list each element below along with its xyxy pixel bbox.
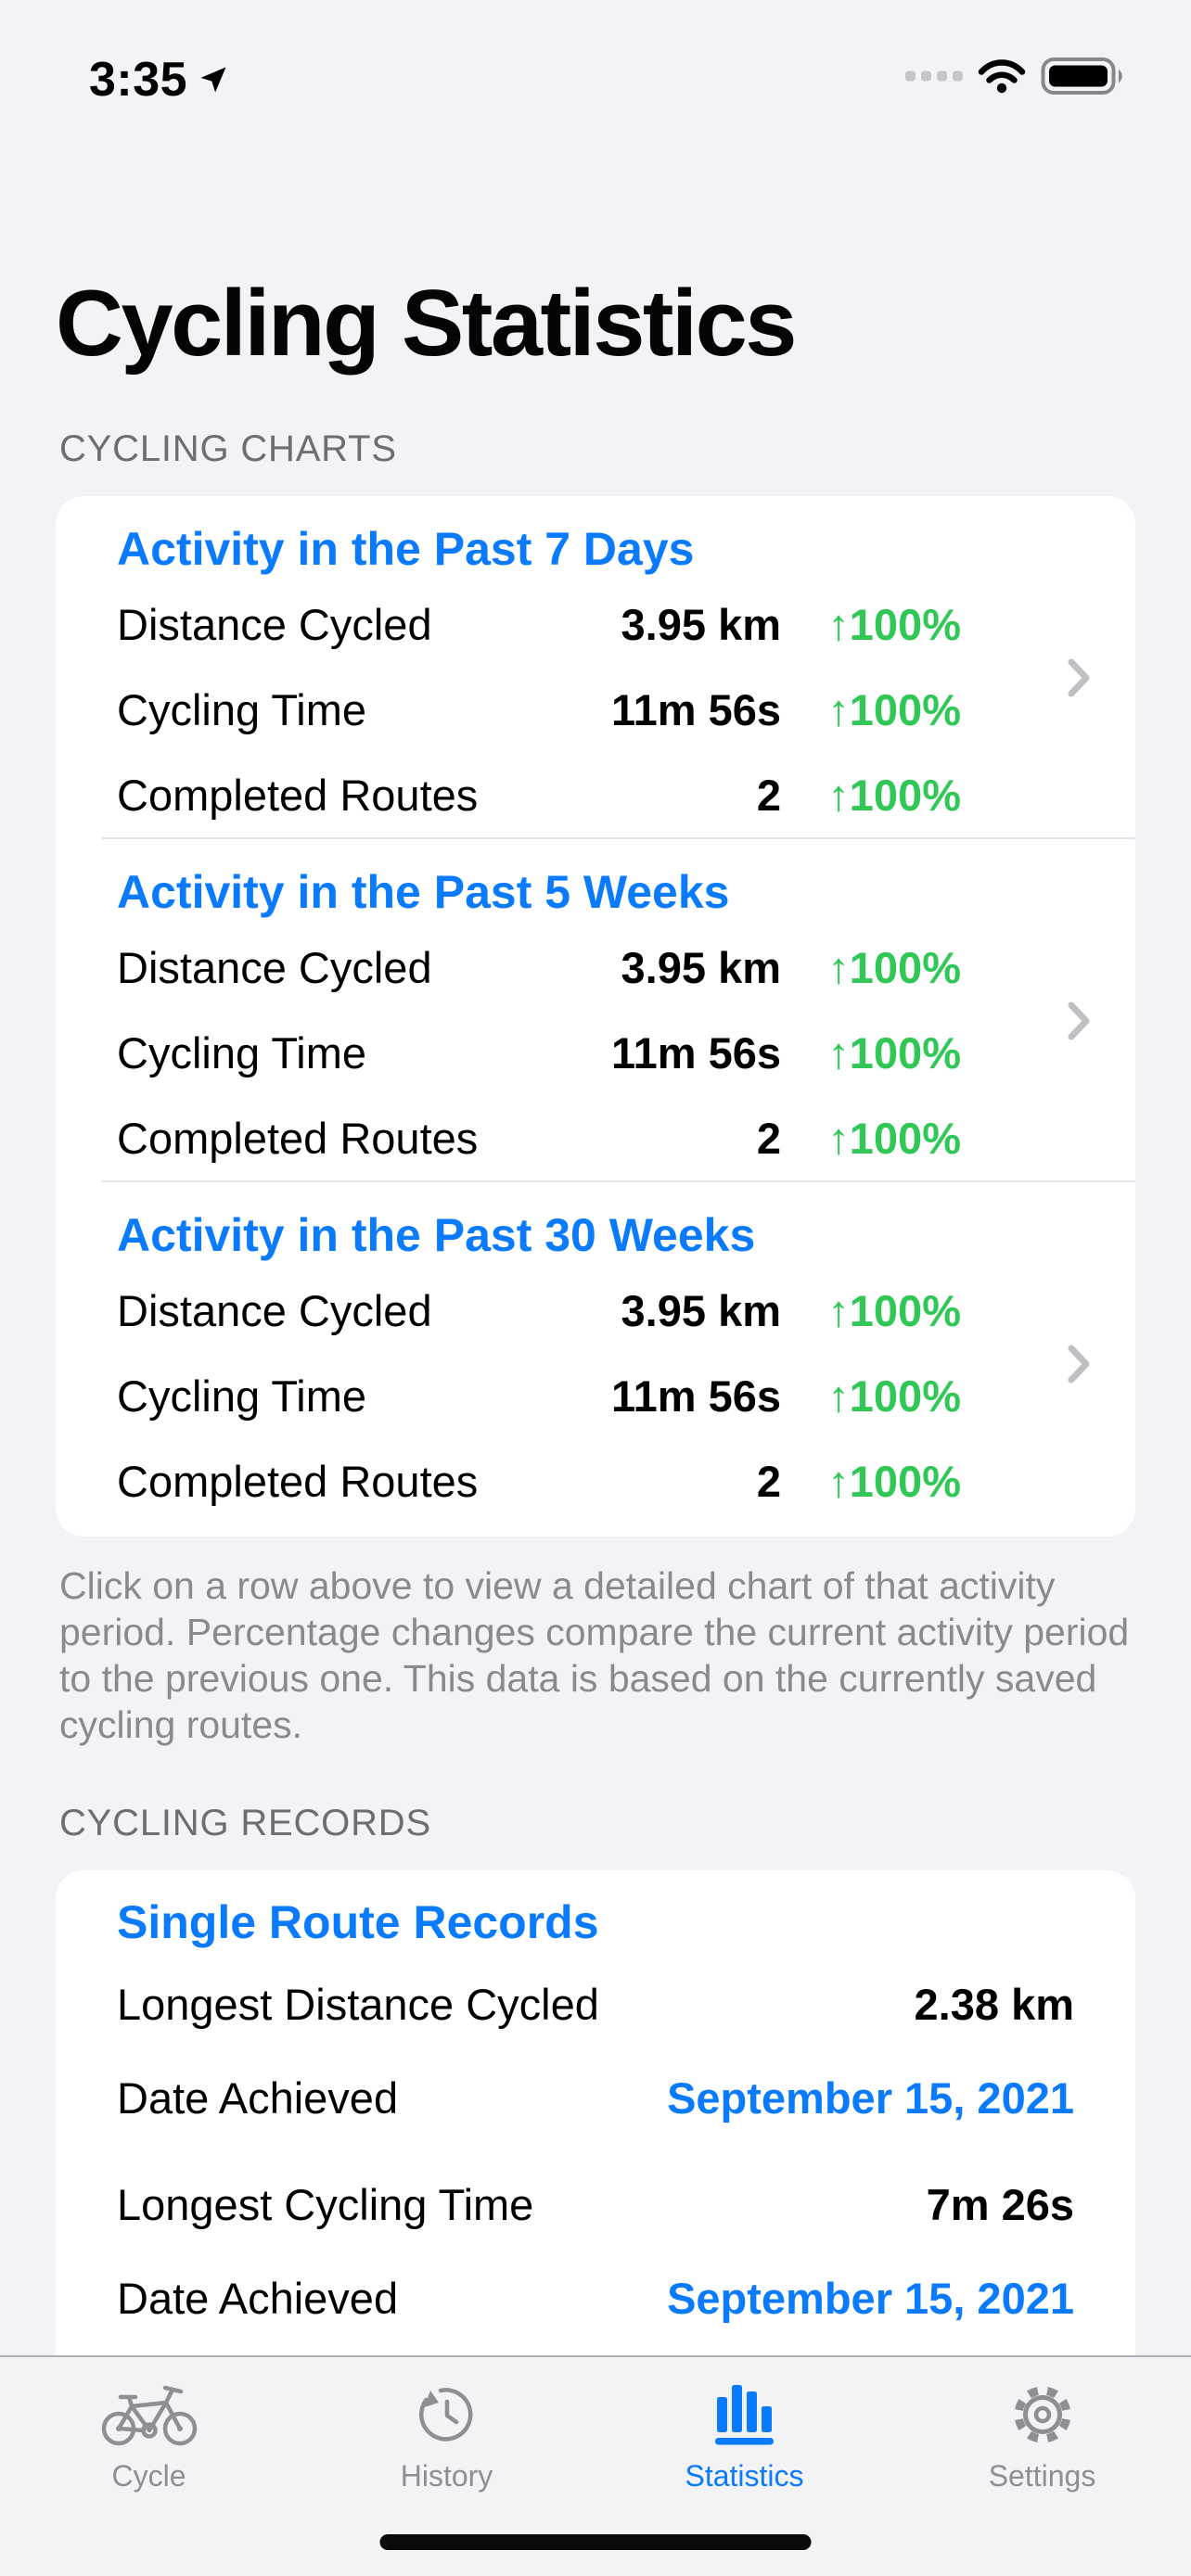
stat-value: 3.95 km — [621, 942, 781, 992]
section-header-cycling-records: CYCLING RECORDS — [59, 1803, 431, 1843]
stat-label: Completed Routes — [117, 770, 479, 820]
stat-row: Completed Routes 2 ↑100% — [117, 1438, 961, 1524]
cycling-charts-card: Activity in the Past 7 Days Distance Cyc… — [56, 496, 1135, 1537]
bar-chart-icon — [710, 2382, 780, 2447]
gear-icon — [1010, 2382, 1075, 2447]
record-value: 2.38 km — [914, 1980, 1074, 2029]
record-label: Date Achieved — [117, 2274, 399, 2323]
stat-row: Distance Cycled 3.95 km ↑100% — [117, 581, 961, 667]
record-label: Longest Cycling Time — [117, 2180, 534, 2229]
stat-change-up: ↑100% — [827, 770, 961, 820]
battery-icon — [1041, 56, 1126, 96]
activity-group-7-days[interactable]: Activity in the Past 7 Days Distance Cyc… — [56, 496, 1135, 837]
tab-label: History — [400, 2459, 493, 2493]
status-bar: 3:35 — [0, 0, 1191, 130]
stat-value: 2 — [756, 1113, 781, 1163]
stat-change-up: ↑100% — [827, 684, 961, 734]
tab-cycle[interactable]: Cycle — [0, 2372, 298, 2576]
stat-value: 2 — [756, 1456, 781, 1506]
status-time: 3:35 — [89, 53, 188, 107]
charts-footnote: Click on a row above to view a detailed … — [59, 1564, 1130, 1746]
stat-label: Cycling Time — [117, 1371, 367, 1421]
record-label: Longest Distance Cycled — [117, 1980, 599, 2029]
stat-value: 3.95 km — [621, 599, 781, 649]
divider — [102, 837, 1135, 839]
history-clock-icon — [415, 2382, 480, 2447]
bicycle-icon — [100, 2381, 198, 2448]
stat-row: Cycling Time 11m 56s ↑100% — [117, 1353, 961, 1438]
record-label: Date Achieved — [117, 2073, 399, 2123]
location-arrow-icon — [197, 63, 230, 96]
activity-group-5-weeks[interactable]: Activity in the Past 5 Weeks Distance Cy… — [56, 839, 1135, 1180]
records-card-title: Single Route Records — [117, 1896, 599, 1948]
tab-history[interactable]: History — [298, 2372, 596, 2576]
stat-row: Distance Cycled 3.95 km ↑100% — [117, 925, 961, 1010]
stat-value: 11m 56s — [611, 1371, 781, 1421]
record-row: Date Achieved September 15, 2021 — [117, 2051, 1074, 2145]
stat-change-up: ↑100% — [827, 942, 961, 992]
stat-row: Completed Routes 2 ↑100% — [117, 752, 961, 837]
tab-label: Settings — [988, 2459, 1096, 2493]
stat-change-up: ↑100% — [827, 599, 961, 649]
stat-label: Cycling Time — [117, 684, 367, 734]
record-date-link[interactable]: September 15, 2021 — [667, 2274, 1074, 2323]
stat-change-up: ↑100% — [827, 1027, 961, 1078]
group-title: Activity in the Past 5 Weeks — [117, 866, 730, 918]
stat-value: 3.95 km — [621, 1285, 781, 1335]
stat-label: Completed Routes — [117, 1456, 479, 1506]
stat-change-up: ↑100% — [827, 1285, 961, 1335]
stat-row: Completed Routes 2 ↑100% — [117, 1095, 961, 1180]
stat-label: Distance Cycled — [117, 1285, 432, 1335]
home-indicator[interactable] — [379, 2534, 812, 2550]
record-row: Longest Cycling Time 7m 26s — [117, 2158, 1074, 2251]
stat-label: Distance Cycled — [117, 942, 432, 992]
stat-label: Distance Cycled — [117, 599, 432, 649]
stat-label: Completed Routes — [117, 1113, 479, 1163]
tab-label: Statistics — [685, 2459, 804, 2493]
tab-statistics[interactable]: Statistics — [596, 2372, 893, 2576]
group-title: Activity in the Past 30 Weeks — [117, 1209, 756, 1261]
stat-row: Cycling Time 11m 56s ↑100% — [117, 1010, 961, 1095]
tab-settings[interactable]: Settings — [893, 2372, 1191, 2576]
record-row: Date Achieved September 15, 2021 — [117, 2251, 1074, 2345]
chevron-right-icon — [1067, 657, 1091, 698]
stat-change-up: ↑100% — [827, 1456, 961, 1506]
record-date-link[interactable]: September 15, 2021 — [667, 2073, 1074, 2123]
group-title: Activity in the Past 7 Days — [117, 523, 695, 575]
stat-row: Distance Cycled 3.95 km ↑100% — [117, 1268, 961, 1353]
divider — [102, 1180, 1135, 1182]
section-header-cycling-charts: CYCLING CHARTS — [59, 428, 397, 469]
record-value: 7m 26s — [926, 2180, 1074, 2229]
wifi-icon — [978, 58, 1026, 94]
tab-bar: Cycle History — [0, 2355, 1191, 2576]
page-title: Cycling Statistics — [56, 272, 797, 376]
tab-label: Cycle — [111, 2459, 186, 2493]
stat-change-up: ↑100% — [827, 1371, 961, 1421]
stat-value: 2 — [756, 770, 781, 820]
stat-label: Cycling Time — [117, 1027, 367, 1078]
record-row: Longest Distance Cycled 2.38 km — [117, 1958, 1074, 2051]
stat-value: 11m 56s — [611, 684, 781, 734]
stat-row: Cycling Time 11m 56s ↑100% — [117, 667, 961, 752]
activity-group-30-weeks[interactable]: Activity in the Past 30 Weeks Distance C… — [56, 1182, 1135, 1524]
cellular-signal-icon — [905, 70, 963, 83]
stat-change-up: ↑100% — [827, 1113, 961, 1163]
chevron-right-icon — [1067, 1001, 1091, 1041]
stat-value: 11m 56s — [611, 1027, 781, 1078]
chevron-right-icon — [1067, 1344, 1091, 1384]
